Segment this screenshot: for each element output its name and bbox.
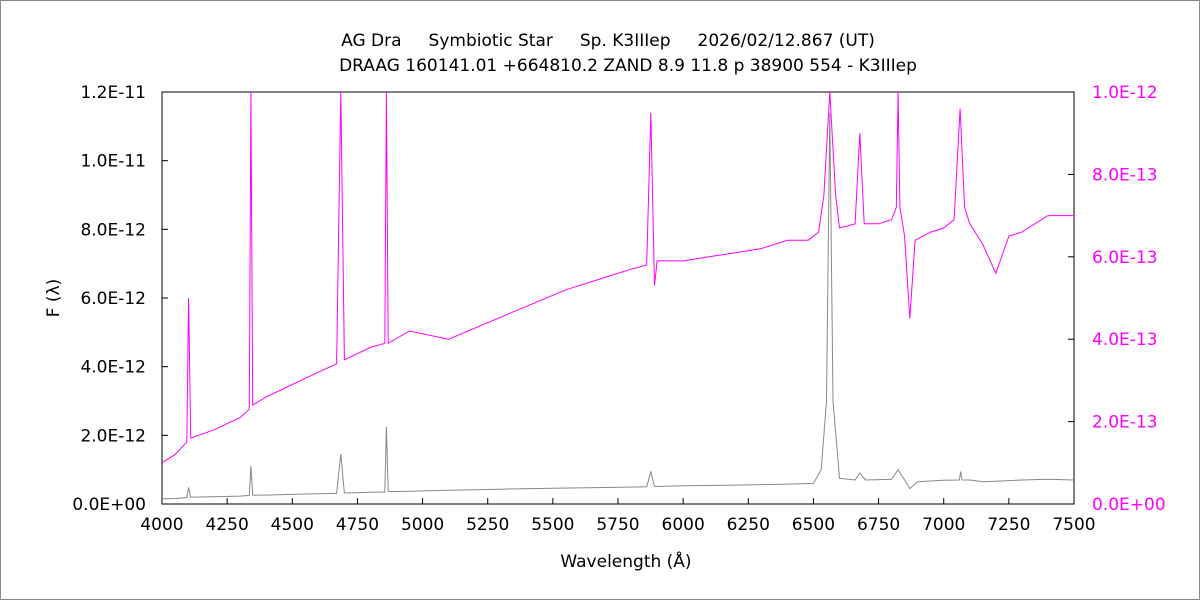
y-left-tick-label: 8.0E-12 [80, 220, 146, 240]
plot-area [161, 91, 1075, 505]
y-left-tick-label: 0.0E+00 [72, 495, 146, 515]
y-right-axis-ticks: 0.0E+00 2.0E-13 4.0E-13 6.0E-13 8.0E-13 1.0E-… [1068, 83, 1166, 515]
y-left-axis-ticks: 0.0E+00 2.0E-12 4.0E-12 6.0E-12 8.0E-12 1.0E-… [72, 83, 168, 515]
x-axis-label: Wavelength (Å) [560, 550, 691, 572]
x-tick-label: 6250 [727, 515, 770, 535]
chart-title: AG Dra Symbiotic Star Sp. K3IIIep 2026/0… [341, 31, 875, 51]
x-tick-label: 4500 [271, 515, 314, 535]
x-tick-label: 4750 [336, 515, 379, 535]
y-right-tick-label: 2.0E-13 [1092, 413, 1158, 433]
series-line-magenta [162, 92, 1074, 464]
series-line-gray [162, 112, 1074, 500]
y-right-tick-label: 8.0E-13 [1092, 165, 1158, 185]
x-tick-label: 5000 [401, 515, 444, 535]
y-right-tick-label: 1.0E-12 [1092, 83, 1158, 103]
x-tick-label: 6000 [662, 515, 705, 535]
x-tick-label: 6500 [792, 515, 835, 535]
x-tick-label: 4250 [206, 515, 249, 535]
x-tick-label: 4000 [140, 515, 183, 535]
x-tick-label: 5250 [466, 515, 509, 535]
y-left-tick-label: 6.0E-12 [80, 289, 146, 309]
y-left-tick-label: 1.0E-11 [80, 152, 146, 172]
x-tick-label: 5500 [531, 515, 574, 535]
chart-subtitle: DRAAG 160141.01 +664810.2 ZAND 8.9 11.8 … [339, 56, 917, 76]
y-right-tick-label: 4.0E-13 [1092, 330, 1158, 350]
y-right-tick-label: 6.0E-13 [1092, 248, 1158, 268]
x-tick-label: 6750 [857, 515, 900, 535]
x-tick-label: 5750 [596, 515, 639, 535]
y-right-tick-label: 0.0E+00 [1092, 495, 1166, 515]
x-tick-label: 7500 [1052, 515, 1095, 535]
y-left-tick-label: 4.0E-12 [80, 358, 146, 378]
y-left-tick-label: 2.0E-12 [80, 426, 146, 446]
series-group [162, 92, 1074, 500]
x-tick-label: 7250 [987, 515, 1030, 535]
y-axis-label: F (λ) [44, 279, 64, 318]
x-tick-label: 7000 [922, 515, 965, 535]
y-left-tick-label: 1.2E-11 [80, 83, 146, 103]
x-axis-ticks: 4000 4250 4500 4750 5000 5250 5500 5750 6000 6250… [140, 498, 1096, 535]
